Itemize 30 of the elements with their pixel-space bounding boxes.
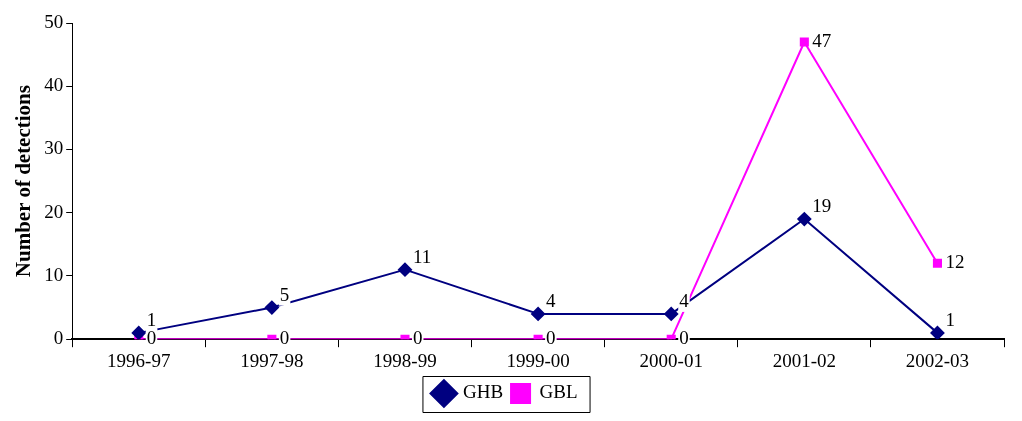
data-label: 19 [812, 195, 832, 217]
x-tick-label: 1997-98 [240, 349, 304, 371]
data-label: 47 [812, 29, 832, 51]
legend-label: GHB [462, 381, 504, 403]
data-label: 0 [679, 327, 689, 349]
y-tick-label: 10 [44, 263, 64, 285]
data-label: 12 [945, 251, 965, 273]
y-tick-label: 30 [44, 137, 64, 159]
y-tick-label: 0 [53, 327, 64, 349]
y-tick-label: 20 [44, 200, 64, 222]
data-label: 0 [412, 327, 423, 349]
y-tick-label: 50 [44, 10, 64, 32]
x-tick-label: 2002-03 [905, 349, 970, 371]
x-tick-label: 1999-00 [506, 349, 570, 371]
y-axis-title: Number of detections [11, 85, 36, 278]
y-tick-label: 40 [44, 74, 64, 96]
x-tick-label: 1998-99 [373, 349, 437, 371]
data-label: 0 [546, 327, 556, 349]
legend-label: GBL [539, 381, 578, 403]
x-tick-label: 2000-01 [639, 349, 703, 371]
x-tick-label: 1996-97 [107, 349, 171, 371]
x-tick-label: 2001-02 [772, 349, 836, 371]
data-label: 0 [279, 327, 290, 349]
data-label: 0 [146, 327, 157, 349]
data-label: 4 [679, 289, 690, 311]
data-label: 5 [279, 283, 290, 305]
data-label: 1 [945, 308, 955, 330]
data-label: 11 [412, 245, 432, 267]
data-label: 4 [546, 289, 557, 311]
data-label: 1 [146, 308, 157, 330]
